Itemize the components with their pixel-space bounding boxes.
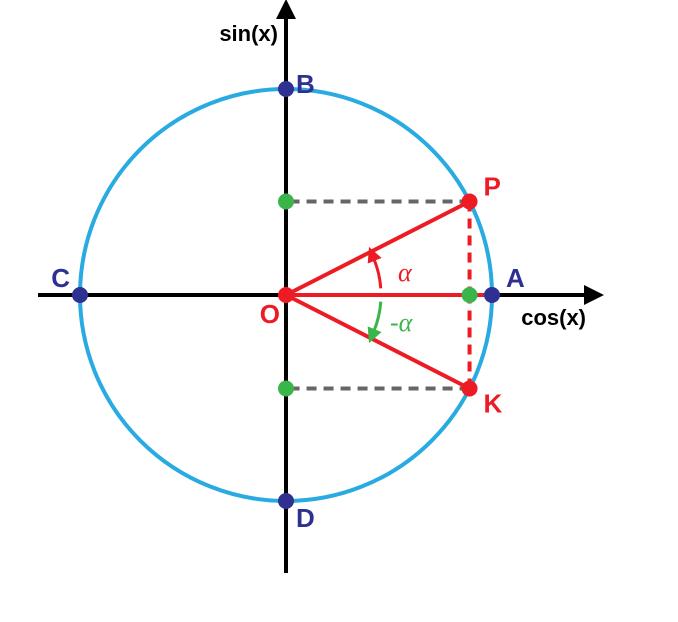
unit-circle-diagram: O A B C D P Ksin(x) cos(x) α -α: [0, 0, 678, 622]
arc-alpha: [374, 259, 381, 288]
point-neg-sin-alpha: [278, 381, 294, 397]
label-A: A: [506, 263, 525, 293]
label-yaxis: sin(x): [219, 21, 278, 46]
label-D: D: [296, 503, 315, 533]
label-K: K: [484, 389, 503, 419]
arc-neg-alpha: [374, 302, 381, 331]
point-K: [462, 381, 478, 397]
label-xaxis: cos(x): [521, 305, 586, 330]
point-B: [278, 81, 294, 97]
label-alpha: α: [398, 258, 413, 287]
label-C: C: [51, 263, 70, 293]
label-O: O: [260, 299, 280, 329]
point-sin-alpha: [278, 193, 294, 209]
label-B: B: [296, 69, 315, 99]
point-P: [462, 193, 478, 209]
point-O: [278, 287, 294, 303]
point-D: [278, 493, 294, 509]
label-P: P: [484, 171, 501, 201]
point-A: [484, 287, 500, 303]
line-OK: [286, 295, 470, 389]
line-OP: [286, 201, 470, 295]
point-C: [72, 287, 88, 303]
label-neg-alpha: -α: [390, 308, 414, 337]
point-cos-alpha: [462, 287, 478, 303]
